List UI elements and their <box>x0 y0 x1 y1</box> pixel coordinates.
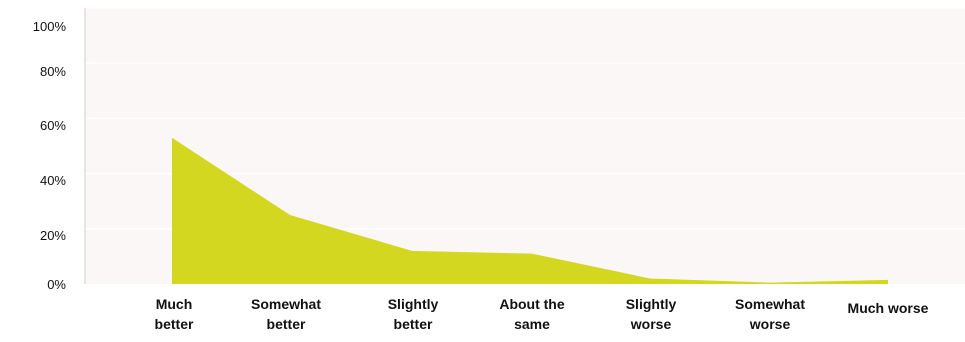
x-tick-label-line: better <box>394 316 433 332</box>
area-series <box>172 137 888 284</box>
x-tick-label-line: same <box>514 316 550 332</box>
y-tick-label: 40% <box>40 173 66 188</box>
x-tick-label: Much better <box>155 296 194 332</box>
x-tick-label-line: worse <box>630 316 672 332</box>
x-tick-label: Slightly worse <box>626 296 677 332</box>
x-tick-label: Slightly better <box>388 296 439 332</box>
x-tick-label: About the same <box>499 296 565 332</box>
y-tick-label: 0% <box>47 277 66 292</box>
x-tick-label: Somewhat better <box>251 296 321 332</box>
x-tick-label-line: Slightly <box>626 296 677 312</box>
y-axis-ticks: 0% 20% 40% 60% 80% 100% <box>33 19 67 292</box>
x-tick-label: Much worse <box>848 300 929 316</box>
x-tick-label-line: better <box>267 316 306 332</box>
y-tick-label: 60% <box>40 118 66 133</box>
x-tick-label-line: Slightly <box>388 296 439 312</box>
x-tick-label-line: Somewhat <box>735 296 805 312</box>
x-tick-label-line: better <box>155 316 194 332</box>
x-tick-label: Somewhat worse <box>735 296 805 332</box>
y-tick-label: 20% <box>40 228 66 243</box>
x-tick-label-line: worse <box>749 316 791 332</box>
y-tick-label: 80% <box>40 64 66 79</box>
x-tick-label-line: Much <box>156 296 193 312</box>
x-tick-label-line: Somewhat <box>251 296 321 312</box>
x-axis-ticks: Much better Somewhat better Slightly better Ab… <box>155 296 929 332</box>
y-tick-label: 100% <box>33 19 67 34</box>
x-tick-label-line: About the <box>499 296 565 312</box>
x-tick-label-line: Much worse <box>848 300 929 316</box>
